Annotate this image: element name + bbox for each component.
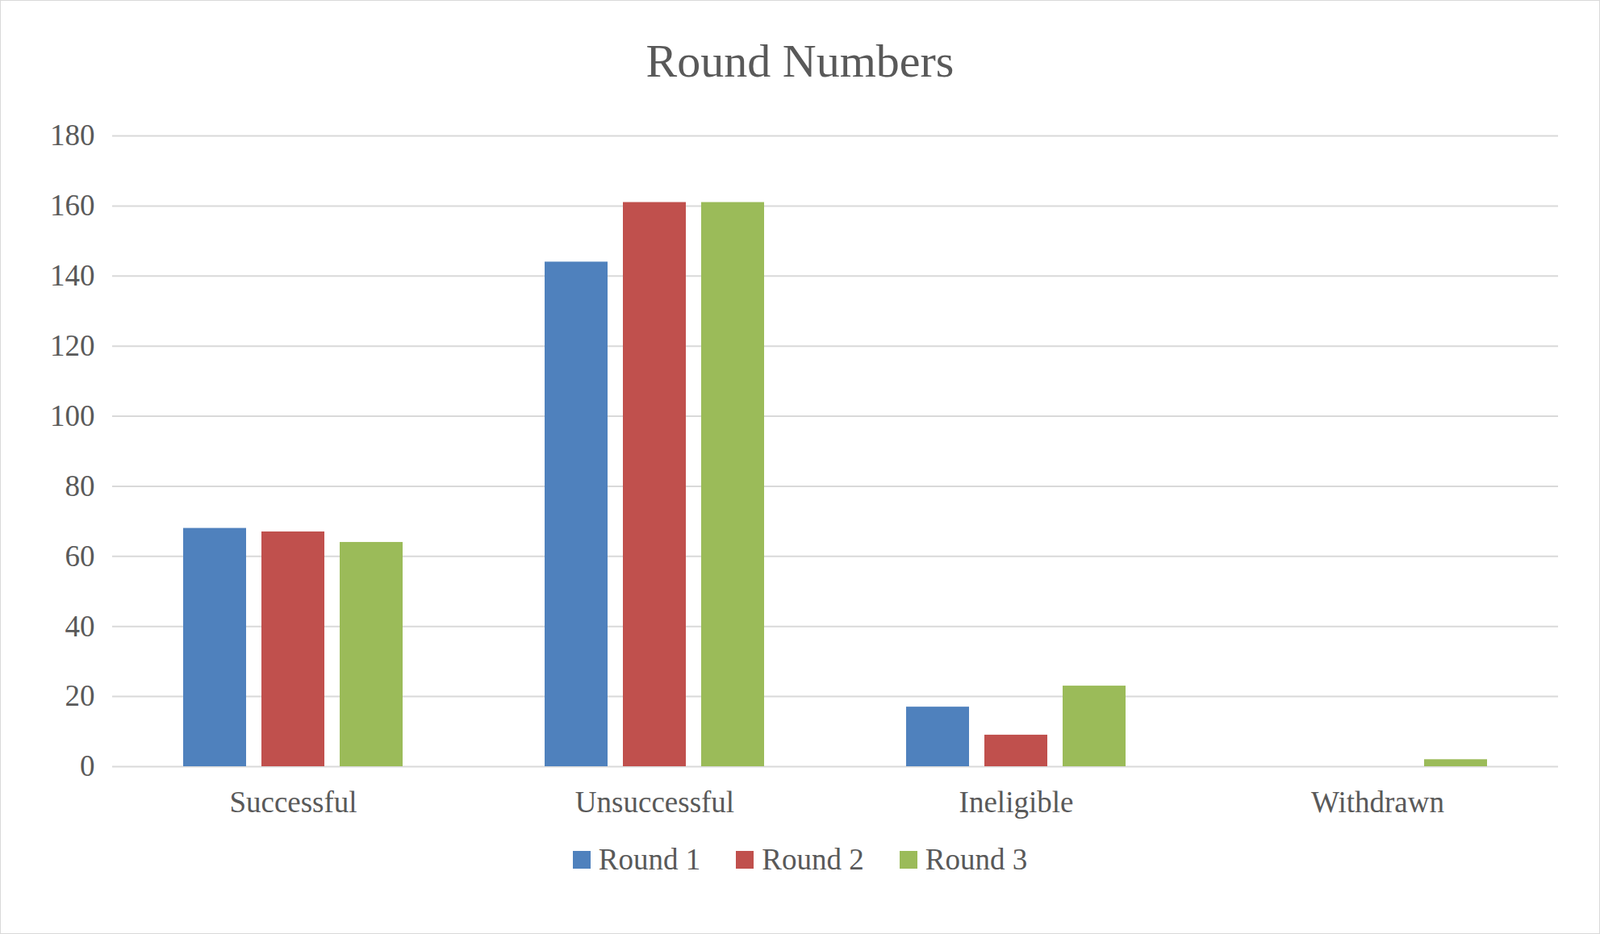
svg-text:40: 40 [65, 609, 96, 644]
svg-text:Unsuccessful: Unsuccessful [575, 785, 735, 819]
svg-text:120: 120 [50, 329, 96, 363]
svg-text:140: 140 [50, 259, 96, 293]
svg-text:Withdrawn: Withdrawn [1311, 785, 1445, 819]
html-text:Round 2: Round 2 [761, 843, 864, 877]
svg-text:0: 0 [79, 749, 96, 783]
html-text:Round 3: Round 3 [925, 843, 1028, 877]
svg-text:80: 80 [65, 469, 96, 503]
svg-text:180: 180 [50, 118, 96, 152]
svg-text:100: 100 [50, 399, 96, 433]
svg-text:20: 20 [65, 679, 96, 713]
html-text:Round Numbers: Round Numbers [645, 34, 955, 88]
svg-text:Successful: Successful [229, 785, 357, 819]
svg-text:Ineligible: Ineligible [959, 785, 1074, 819]
html-text:Round 1: Round 1 [598, 843, 701, 877]
svg-text:160: 160 [50, 188, 96, 222]
svg-text:60: 60 [65, 539, 96, 573]
